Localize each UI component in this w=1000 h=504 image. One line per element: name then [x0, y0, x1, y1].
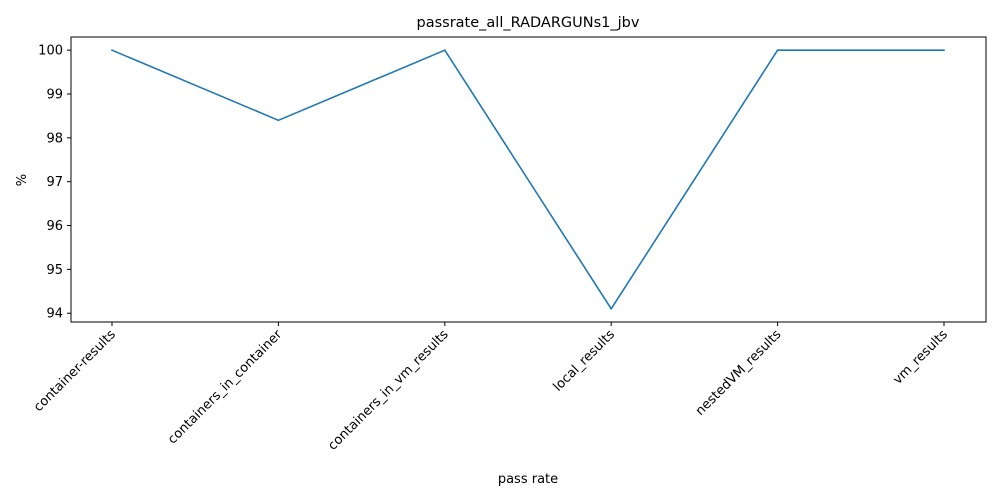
y-tick-label: 100 [38, 44, 63, 59]
x-tick-label: containers_in_vm_results [325, 327, 451, 453]
data-point [443, 49, 446, 52]
y-tick-label: 95 [46, 263, 63, 278]
y-tick-label: 98 [46, 131, 63, 146]
series-line [111, 49, 944, 310]
x-axis: container-results containers_in_container… [31, 322, 951, 454]
y-tick-label: 99 [46, 88, 63, 103]
data-point [943, 49, 945, 52]
data-point [111, 49, 113, 52]
y-axis: 94 95 96 97 98 99 100 [38, 44, 71, 322]
data-point [610, 307, 613, 310]
data-point [277, 119, 280, 122]
chart-title: passrate_all_RADARGUNs1_jbv [417, 15, 640, 31]
x-tick-label: container-results [31, 327, 119, 415]
y-tick-label: 97 [46, 175, 63, 190]
x-tick-label: vm_results [890, 327, 951, 388]
data-point [776, 49, 779, 52]
x-axis-label: pass rate [498, 472, 558, 487]
x-tick-label: containers_in_container [165, 327, 286, 448]
plot-frame [70, 36, 987, 323]
series-layer [111, 49, 945, 310]
y-tick-label: 94 [46, 307, 63, 322]
y-axis-label: % [15, 174, 30, 186]
y-tick-label: 96 [46, 219, 63, 234]
x-tick-label: local_results [551, 327, 619, 395]
x-tick-label: nestedVM_results [693, 327, 785, 419]
